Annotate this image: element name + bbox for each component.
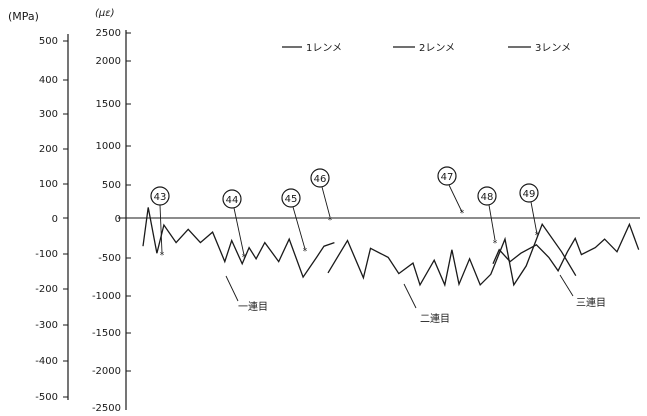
left-tick-label: 200 xyxy=(39,144,58,155)
left-tick-label: 0 xyxy=(52,214,58,225)
marker-point: * xyxy=(242,253,247,263)
left-tick-label: -200 xyxy=(35,284,58,295)
left-tick-label: -300 xyxy=(35,320,58,331)
annotation-label-1: 一連目 xyxy=(238,300,268,313)
left-tick-label: -500 xyxy=(35,392,58,403)
left-tick-label: 100 xyxy=(39,179,58,190)
marker-circle xyxy=(519,183,539,203)
left-axis-unit: (MPa) xyxy=(8,10,39,23)
left-tick-label: -100 xyxy=(35,249,58,260)
marker-circle xyxy=(477,186,497,206)
marker-point: * xyxy=(535,231,540,241)
marker-leader xyxy=(233,207,245,256)
marker-label: 45 xyxy=(285,194,298,205)
gauge-marker-49: 49 xyxy=(519,183,539,235)
marker-leader xyxy=(159,204,163,254)
series-line-3 xyxy=(492,222,640,273)
right-tick-label: 2000 xyxy=(96,56,121,67)
marker-point: * xyxy=(460,209,465,219)
right-tick-label: 1000 xyxy=(96,141,121,152)
legend-label-1: 1レンメ xyxy=(306,43,342,54)
annotation-leader-2 xyxy=(403,283,417,309)
marker-point: * xyxy=(493,239,498,249)
right-tick-label: 1500 xyxy=(96,99,121,110)
marker-leader xyxy=(321,186,331,218)
right-tick-label: -2500 xyxy=(92,403,121,414)
right-tick-label: -1500 xyxy=(92,328,121,339)
left-tick-label: 300 xyxy=(39,109,58,120)
series-line-2 xyxy=(327,222,577,288)
marker-label: 46 xyxy=(314,174,327,185)
right-tick-label: -2000 xyxy=(92,366,121,377)
marker-point: * xyxy=(328,216,333,226)
marker-label: 44 xyxy=(226,195,239,206)
marker-circle xyxy=(222,189,242,209)
gauge-marker-46: 46 xyxy=(310,168,331,218)
right-tick-label: 500 xyxy=(102,180,121,191)
annotation-leader-1 xyxy=(225,275,239,302)
annotation-label-3: 三連目 xyxy=(576,296,606,309)
marker-leader xyxy=(530,201,538,235)
marker-leader xyxy=(488,204,496,241)
left-tick-label: -400 xyxy=(35,356,58,367)
legend-label-3: 3レンメ xyxy=(535,43,571,54)
left-tick-label: 400 xyxy=(39,75,58,86)
marker-leader xyxy=(292,206,306,250)
gauge-marker-44: 44 xyxy=(222,189,245,256)
gauge-markers: 43 44 45 46 47 48 49 xyxy=(150,166,539,256)
marker-circle xyxy=(281,188,301,208)
right-axis-unit: (με) xyxy=(95,8,115,19)
chart-legend: 1レンメ 2レンメ 3レンメ xyxy=(282,43,571,54)
gauge-marker-45: 45 xyxy=(281,188,306,250)
right-tick-label: -1000 xyxy=(92,291,121,302)
gauge-marker-43: 43 xyxy=(150,186,170,254)
right-tick-label: 2500 xyxy=(96,28,121,39)
marker-circle xyxy=(437,166,457,186)
right-tick-label: 0 xyxy=(115,214,121,225)
gauge-marker-48: 48 xyxy=(477,186,497,241)
annotation-leader-3 xyxy=(559,274,574,297)
legend-label-2: 2レンメ xyxy=(419,43,455,54)
marker-leader xyxy=(448,184,463,213)
marker-label: 48 xyxy=(481,192,494,203)
series-line-1 xyxy=(142,207,335,279)
right-tick-label: -500 xyxy=(98,253,121,264)
marker-label: 47 xyxy=(441,172,454,183)
right-axis-ticks: 2500 2000 1500 1000 500 0 -500 -1000 -15… xyxy=(92,28,131,414)
gauge-marker-47: 47 xyxy=(437,166,463,213)
left-tick-label: 500 xyxy=(39,36,58,47)
marker-label: 43 xyxy=(154,192,167,203)
annotation-label-2: 二連目 xyxy=(420,312,450,325)
marker-label: 49 xyxy=(523,189,536,200)
section-annotations: 一連目 二連目 三連目 xyxy=(225,274,606,325)
marker-point: * xyxy=(303,247,308,257)
marker-point: * xyxy=(160,251,165,261)
marker-circle xyxy=(310,168,330,188)
left-axis-ticks: 500 400 300 200 100 0 -100 -200 -300 -40… xyxy=(35,36,68,403)
